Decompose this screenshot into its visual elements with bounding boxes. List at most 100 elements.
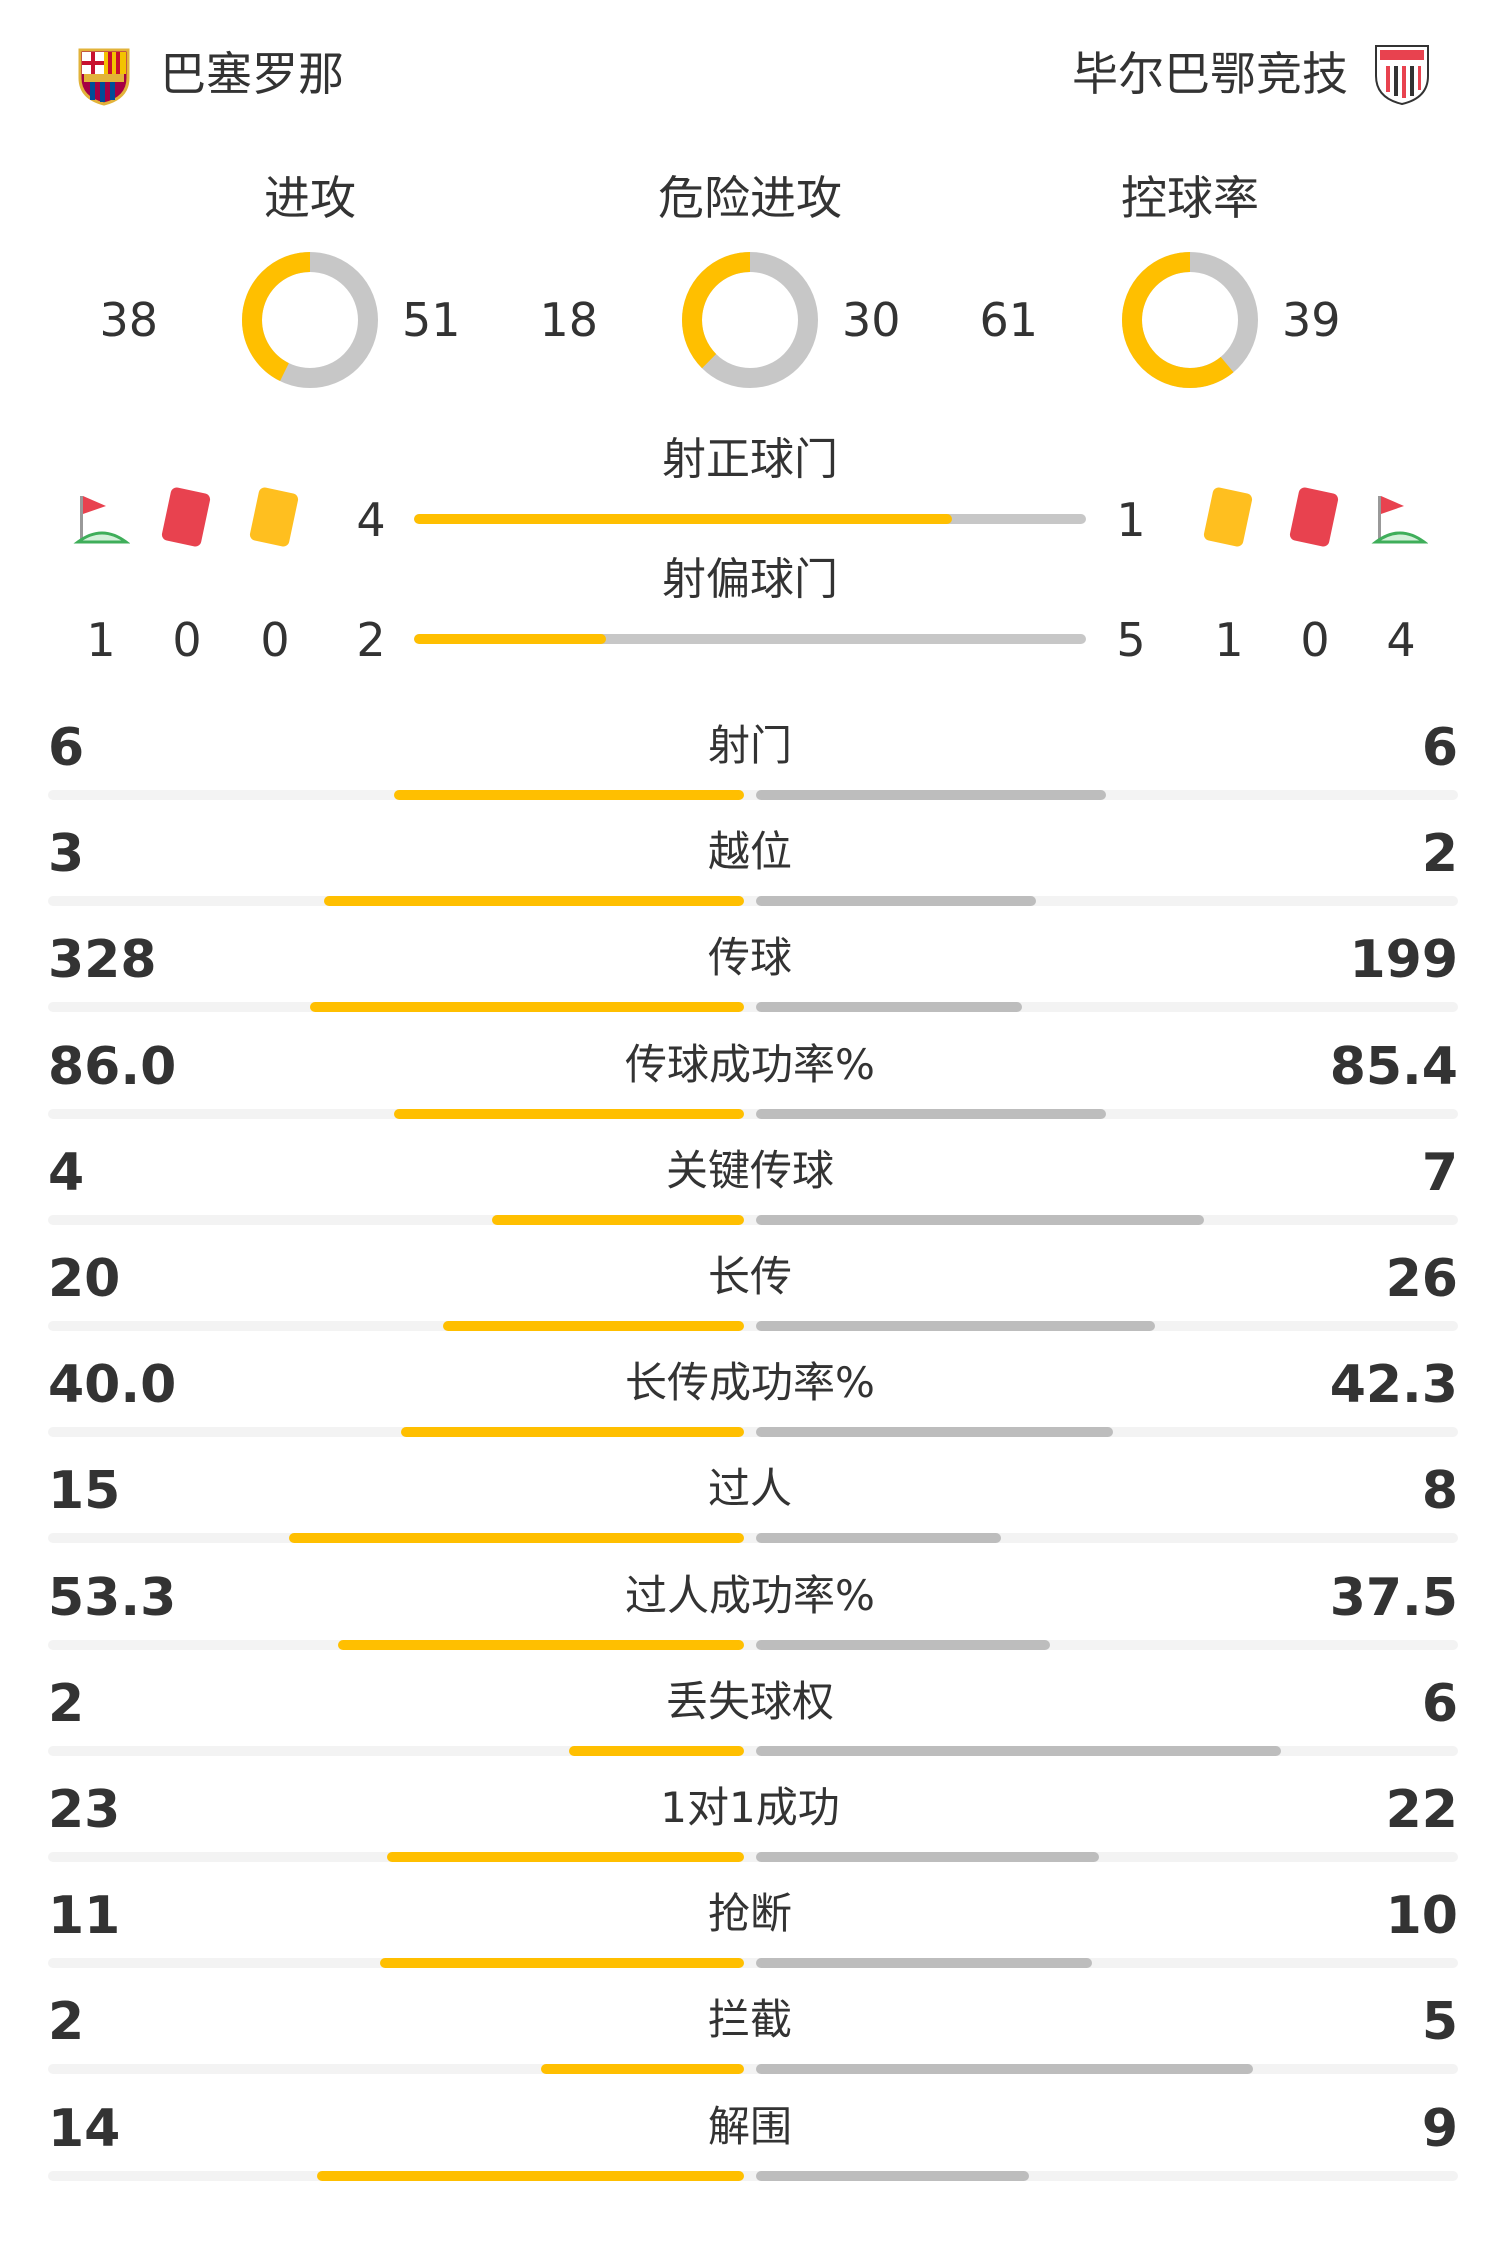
stat-away-value: 85.4 xyxy=(1329,1036,1458,1097)
ring-home-value: 18 xyxy=(539,293,598,347)
stat-home-value: 14 xyxy=(48,2098,121,2159)
barcelona-crest-icon xyxy=(72,42,136,106)
stat-track xyxy=(48,1321,1458,1331)
stat-away-bar xyxy=(756,896,1036,907)
stat-track xyxy=(48,1958,1458,1969)
stat-row: 15 过人 8 xyxy=(0,1459,1500,1565)
ring-away-value: 39 xyxy=(1282,293,1341,347)
corner-flag-icon xyxy=(72,492,131,550)
stat-label: 抢断 xyxy=(707,1889,792,1939)
stat-home-bar xyxy=(338,1639,744,1650)
ring-title: 进攻 xyxy=(264,171,356,225)
stat-track xyxy=(48,2064,1458,2075)
stat-home-bar xyxy=(324,896,744,907)
stat-label: 射门 xyxy=(707,721,792,770)
stat-track xyxy=(48,1108,1458,1119)
stat-label: 关键传球 xyxy=(665,1145,834,1195)
stat-away-bar xyxy=(756,1745,1281,1756)
shots-on-target-fill xyxy=(414,514,952,524)
stat-home-value: 23 xyxy=(48,1780,121,1840)
red-card-icon xyxy=(160,486,212,548)
stat-away-bar xyxy=(756,1108,1106,1119)
stat-away-bar xyxy=(756,1852,1099,1862)
stat-away-value: 37.5 xyxy=(1329,1567,1458,1628)
stat-row: 2 拦截 5 xyxy=(0,1990,1500,2096)
home-team-name: 巴塞罗那 xyxy=(160,47,344,101)
stat-home-bar xyxy=(492,1214,744,1225)
away-yellow-cards: 1 xyxy=(1214,613,1244,667)
stat-away-value: 42.3 xyxy=(1329,1355,1458,1416)
stat-home-value: 53.3 xyxy=(48,1567,177,1628)
stat-row: 40.0 长传成功率% 42.3 xyxy=(0,1353,1500,1459)
stat-label: 传球 xyxy=(707,933,792,983)
stat-label: 传球成功率% xyxy=(625,1039,875,1089)
stat-away-value: 8 xyxy=(1421,1461,1458,1522)
ring-away-value: 30 xyxy=(842,293,901,347)
stat-away-bar xyxy=(756,790,1106,800)
stat-track xyxy=(48,1533,1458,1544)
stat-row: 3 越位 2 xyxy=(0,822,1500,928)
stat-track xyxy=(48,1745,1458,1756)
stat-away-value: 7 xyxy=(1421,1142,1458,1203)
stat-track xyxy=(48,790,1458,800)
stat-home-value: 3 xyxy=(48,824,85,885)
away-shots-on-target: 1 xyxy=(1116,493,1146,547)
ring-home-arc xyxy=(1122,252,1258,388)
yellow-card-icon xyxy=(248,486,300,548)
home-yellow-cards: 0 xyxy=(260,613,290,667)
stat-away-value: 6 xyxy=(1421,718,1458,778)
stat-row: 11 抢断 10 xyxy=(0,1884,1500,1990)
stat-label: 长传 xyxy=(707,1252,792,1301)
stat-track xyxy=(48,1427,1458,1438)
stat-label: 越位 xyxy=(707,827,792,877)
red-card-icon xyxy=(1288,486,1340,548)
stat-home-value: 20 xyxy=(48,1249,121,1309)
stat-home-bar xyxy=(443,1321,744,1331)
stat-away-bar xyxy=(756,1639,1050,1650)
stat-home-bar xyxy=(541,2064,744,2075)
stat-home-bar xyxy=(394,790,744,800)
stat-label: 解围 xyxy=(707,2101,792,2151)
ring-chart xyxy=(680,250,820,390)
stat-away-value: 2 xyxy=(1421,824,1458,885)
yellow-card-icon xyxy=(1202,486,1254,548)
stat-away-bar xyxy=(756,2170,1029,2181)
away-red-cards: 0 xyxy=(1300,613,1330,667)
stat-away-value: 5 xyxy=(1421,1992,1458,2053)
stat-label: 1对1成功 xyxy=(660,1783,840,1832)
ring-home-value: 38 xyxy=(99,293,158,347)
stat-away-bar xyxy=(756,1533,1001,1544)
stat-home-bar xyxy=(569,1745,744,1756)
stat-home-bar xyxy=(401,1427,744,1438)
stat-away-value: 26 xyxy=(1385,1249,1458,1309)
stat-label: 丢失球权 xyxy=(665,1676,834,1726)
ring-title: 危险进攻 xyxy=(658,171,842,225)
away-shots-off-target: 5 xyxy=(1116,613,1146,667)
stat-track xyxy=(48,1639,1458,1650)
stat-home-bar xyxy=(380,1958,744,1969)
stat-away-value: 6 xyxy=(1421,1673,1458,1734)
stat-away-value: 10 xyxy=(1385,1886,1458,1947)
stat-away-bar xyxy=(756,1321,1155,1331)
stat-row: 2 丢失球权 6 xyxy=(0,1672,1500,1778)
stat-row: 6 射门 6 xyxy=(0,716,1500,822)
ring-home-value: 61 xyxy=(979,293,1038,347)
stat-label: 长传成功率% xyxy=(625,1358,875,1408)
stat-label: 过人 xyxy=(707,1464,792,1514)
stat-row: 14 解围 9 xyxy=(0,2097,1500,2203)
stat-home-value: 4 xyxy=(48,1142,85,1203)
ring-chart xyxy=(1120,250,1260,390)
shots-off-target-bar xyxy=(414,634,1086,644)
stat-away-value: 199 xyxy=(1349,930,1458,991)
stat-home-bar xyxy=(387,1852,744,1862)
stat-home-value: 40.0 xyxy=(48,1355,177,1416)
ring-chart xyxy=(240,250,380,390)
stat-away-bar xyxy=(756,1002,1022,1013)
corner-flag-icon xyxy=(1370,492,1429,550)
stat-row: 23 1对1成功 22 xyxy=(0,1778,1500,1884)
stat-home-value: 328 xyxy=(48,930,157,991)
shots-off-target-label: 射偏球门 xyxy=(662,554,838,605)
ring-title: 控球率 xyxy=(1121,171,1259,225)
home-shots-on-target: 4 xyxy=(356,493,386,547)
stat-home-value: 6 xyxy=(48,718,85,778)
